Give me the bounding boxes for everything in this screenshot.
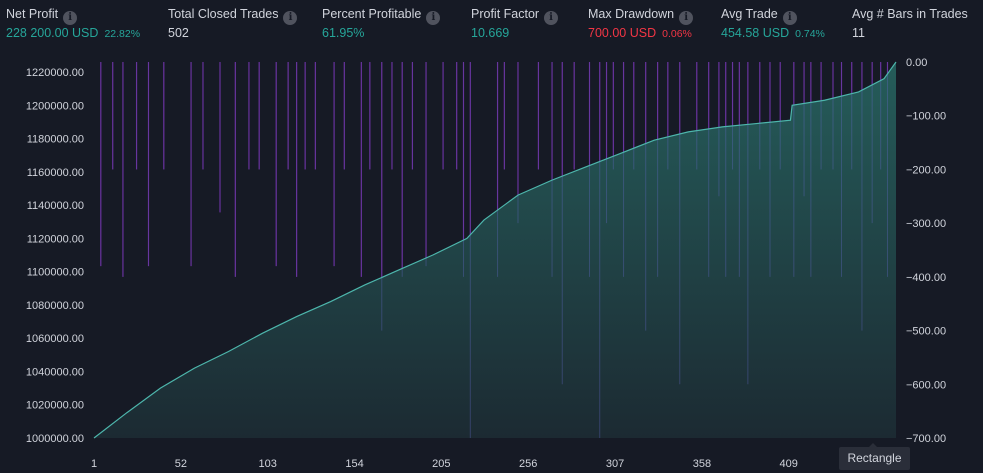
- stat-value: 11: [852, 26, 865, 40]
- left-axis-tick-label: 1200000.00: [26, 100, 84, 112]
- x-axis-tick-label: 409: [780, 458, 798, 470]
- x-axis-tick-label: 1: [91, 458, 97, 470]
- stat-label: Percent Profitable: [322, 7, 422, 21]
- info-icon[interactable]: i: [426, 11, 441, 25]
- equity-area: [94, 62, 896, 438]
- right-axis-tick-label: −200.00: [906, 164, 946, 176]
- left-axis-tick-label: 1180000.00: [27, 134, 84, 146]
- stat-value: 10.669: [471, 26, 510, 40]
- left-axis-tick-label: 1160000.00: [27, 167, 84, 179]
- info-icon[interactable]: i: [782, 11, 797, 25]
- right-axis-tick-label: −500.00: [906, 326, 946, 338]
- x-axis-tick-label: 256: [519, 458, 537, 470]
- left-axis: 1220000.00 1200000.00 1180000.00 1160000.00…: [26, 67, 84, 445]
- left-axis-tick-label: 1140000.00: [27, 200, 84, 212]
- stat-label: Avg Trade: [721, 7, 778, 21]
- stat-label: Max Drawdown: [588, 7, 675, 21]
- stat-percent: 0.74%: [795, 28, 825, 40]
- right-axis-tick-label: −100.00: [906, 111, 946, 123]
- equity-line: [93, 61, 897, 439]
- left-axis-tick-label: 1080000.00: [26, 300, 84, 312]
- x-axis-tick-label: 154: [345, 458, 363, 470]
- x-axis-tick-label: 358: [693, 458, 711, 470]
- left-axis-tick-label: 1060000.00: [26, 333, 84, 345]
- stat-value: 700.00 USD: [588, 26, 657, 40]
- right-axis: 0.00 −100.00 −200.00 −300.00 −400.00 −500.00 −…: [906, 57, 946, 445]
- x-axis-tick-label: 307: [606, 458, 624, 470]
- x-axis-tick-label: 205: [432, 458, 450, 470]
- stat-value: 454.58 USD: [721, 26, 790, 40]
- stat-label: Profit Factor: [471, 7, 540, 21]
- stat-label: Net Profit: [6, 7, 59, 21]
- right-axis-tick-label: −600.00: [906, 379, 946, 391]
- stat-percent: 0.06%: [662, 28, 692, 40]
- right-axis-tick-label: −300.00: [906, 218, 946, 230]
- right-axis-tick-label: −400.00: [906, 272, 946, 284]
- stat-label: Avg # Bars in Trades: [852, 7, 968, 21]
- stat-value: 502: [168, 26, 189, 40]
- info-icon[interactable]: i: [544, 11, 559, 25]
- left-axis-tick-label: 1020000.00: [26, 400, 84, 412]
- info-icon[interactable]: i: [679, 11, 694, 25]
- right-axis-tick-label: 0.00: [906, 57, 927, 69]
- stat-value: 228 200.00 USD: [6, 26, 99, 40]
- info-icon[interactable]: i: [283, 11, 298, 25]
- rectangle-tooltip: Rectangle: [839, 443, 910, 470]
- x-axis-tick-label: 103: [259, 458, 277, 470]
- equity-series: [93, 61, 897, 439]
- stat-value: 61.95%: [322, 26, 365, 40]
- left-axis-tick-label: 1100000.00: [27, 267, 84, 279]
- left-axis-tick-label: 1040000.00: [26, 366, 84, 378]
- left-axis-tick-label: 1220000.00: [26, 67, 84, 79]
- info-icon[interactable]: i: [63, 11, 78, 25]
- right-axis-tick-label: −700.00: [906, 433, 946, 445]
- stat-percent: 22.82%: [104, 28, 141, 40]
- equity-chart[interactable]: 1220000.00 1200000.00 1180000.00 1160000.00…: [0, 52, 983, 473]
- left-axis-tick-label: 1120000.00: [27, 233, 84, 245]
- x-axis-tick-label: 52: [175, 458, 187, 470]
- stat-label: Total Closed Trades: [168, 7, 279, 21]
- x-axis: 152103154205256307358409460: [91, 458, 885, 470]
- left-axis-tick-label: 1000000.00: [26, 433, 84, 445]
- strategy-stats-bar: Net Profit i 228 200.00 USD 22.82% Total C…: [0, 0, 983, 50]
